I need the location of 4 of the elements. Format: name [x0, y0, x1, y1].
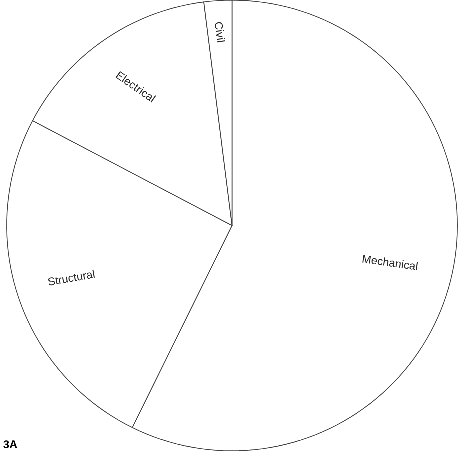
slice-label: Structural [48, 270, 96, 286]
slice-label: Civil [215, 22, 226, 43]
slice-label: Mechanical [362, 255, 418, 270]
text: 3A [4, 440, 18, 449]
